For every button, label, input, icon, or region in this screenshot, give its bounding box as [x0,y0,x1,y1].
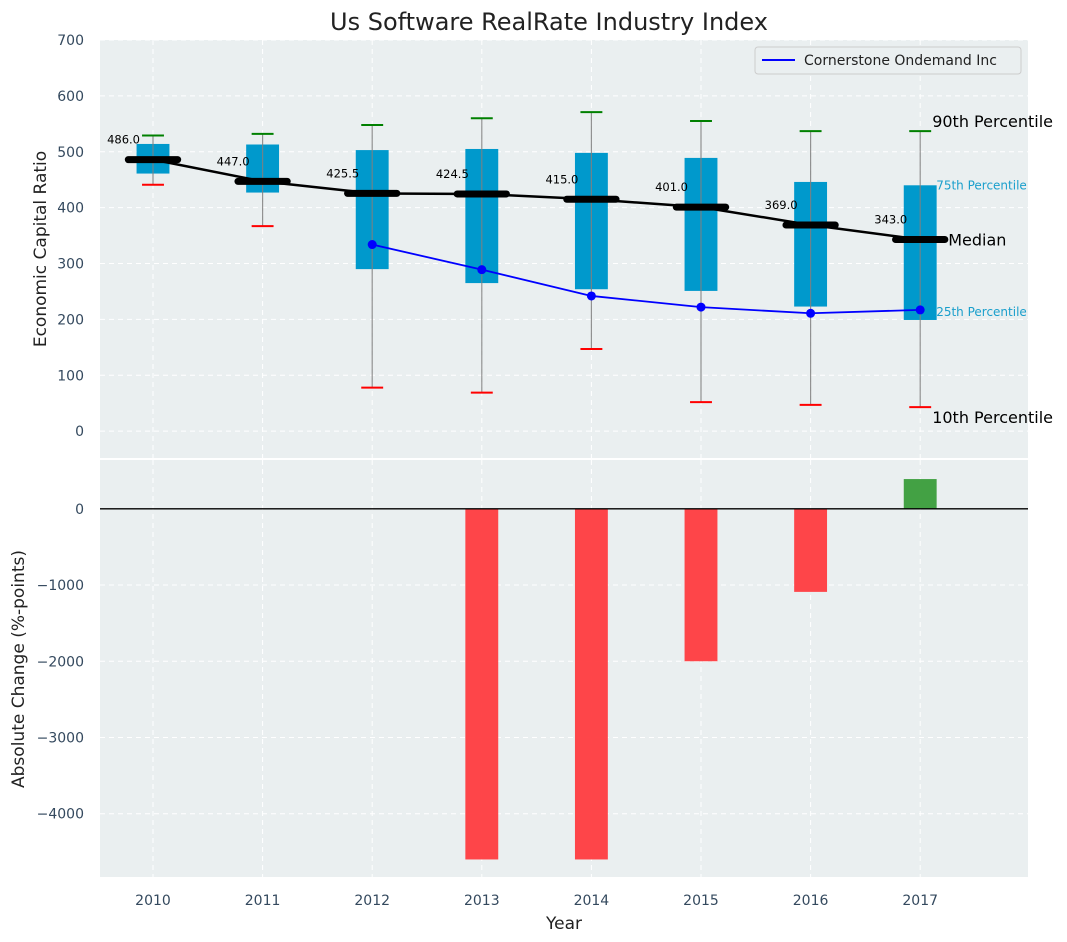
legend-box [754,46,1022,75]
x-tick-label: 2013 [464,893,500,909]
median-label: 486.0 [107,133,140,147]
annotation-90th-percentile: 90th Percentile [932,112,1053,131]
negative-change-bar [465,508,499,860]
company-series [367,240,925,318]
company-point [367,240,377,250]
x-tick-label: 2015 [683,893,719,909]
legend: Cornerstone Ondemand Inc [754,46,1022,75]
x-tick-label: 2010 [135,893,171,909]
x-tick-label: 2012 [354,893,390,909]
top-y-tick-label: 500 [57,145,84,161]
x-tick-label: 2014 [574,893,610,909]
median-label: 425.5 [326,166,359,180]
top-y-tick-label: 700 [57,33,84,49]
bottom-y-axis-label: Absolute Change (%-points) [9,550,29,788]
negative-change-bar [684,508,718,662]
median-series: 486.0 447.0 425.5 424.5 415.0 401.0 369.0 343.0 [107,133,949,243]
legend-label-company: Cornerstone Ondemand Inc [804,53,997,69]
top-y-tick-labels: 0 100 200 300 400 500 600 700 [57,33,84,440]
median-label: 415.0 [545,172,578,186]
annotation-75th-percentile: 75th Percentile [936,178,1027,192]
x-tick-label: 2011 [245,893,281,909]
median-label: 369.0 [765,198,798,212]
change-bars [465,479,937,860]
company-point [806,308,816,318]
x-tick-labels: 2010 2011 2012 2013 2014 2015 2016 2017 [135,893,938,909]
bottom-y-tick-label: −4000 [37,807,84,823]
company-point [586,291,596,301]
median-label: 343.0 [874,213,907,227]
x-axis-label: Year [545,914,582,934]
company-point [696,302,706,312]
median-label: 401.0 [655,180,688,194]
box-plots [136,111,937,409]
negative-change-bar [794,508,828,592]
company-line [371,243,921,315]
chart-title: Us Software RealRate Industry Index [330,8,768,36]
annotation-median: Median [948,231,1006,250]
bottom-y-tick-label: −2000 [37,654,84,670]
annotation-25th-percentile: 25th Percentile [936,305,1027,319]
top-y-tick-label: 300 [57,257,84,273]
median-label: 424.5 [436,167,469,181]
top-panel-background [100,40,1028,458]
top-y-axis-label: Economic Capital Ratio [31,151,51,347]
top-y-tick-label: 100 [57,368,84,384]
annotation-10th-percentile: 10th Percentile [932,408,1053,427]
median-label: 447.0 [217,154,250,168]
company-point [477,265,487,275]
bottom-panel-background [100,460,1028,877]
bottom-y-tick-label: 0 [75,502,84,518]
x-tick-label: 2017 [902,893,938,909]
top-y-tick-label: 0 [75,424,84,440]
top-y-tick-label: 400 [57,201,84,217]
top-y-tick-label: 600 [57,89,84,105]
negative-change-bar [574,508,608,860]
top-y-tick-label: 200 [57,312,84,328]
positive-change-bar [903,479,937,509]
company-point [915,305,925,315]
percentile-annotations: 90th Percentile 75th Percentile Median 2… [932,112,1053,427]
x-tick-label: 2016 [793,893,829,909]
bottom-y-tick-label: −3000 [37,730,84,746]
bottom-y-tick-label: −1000 [37,578,84,594]
bottom-y-tick-labels: 0 −1000 −2000 −3000 −4000 [37,502,84,823]
